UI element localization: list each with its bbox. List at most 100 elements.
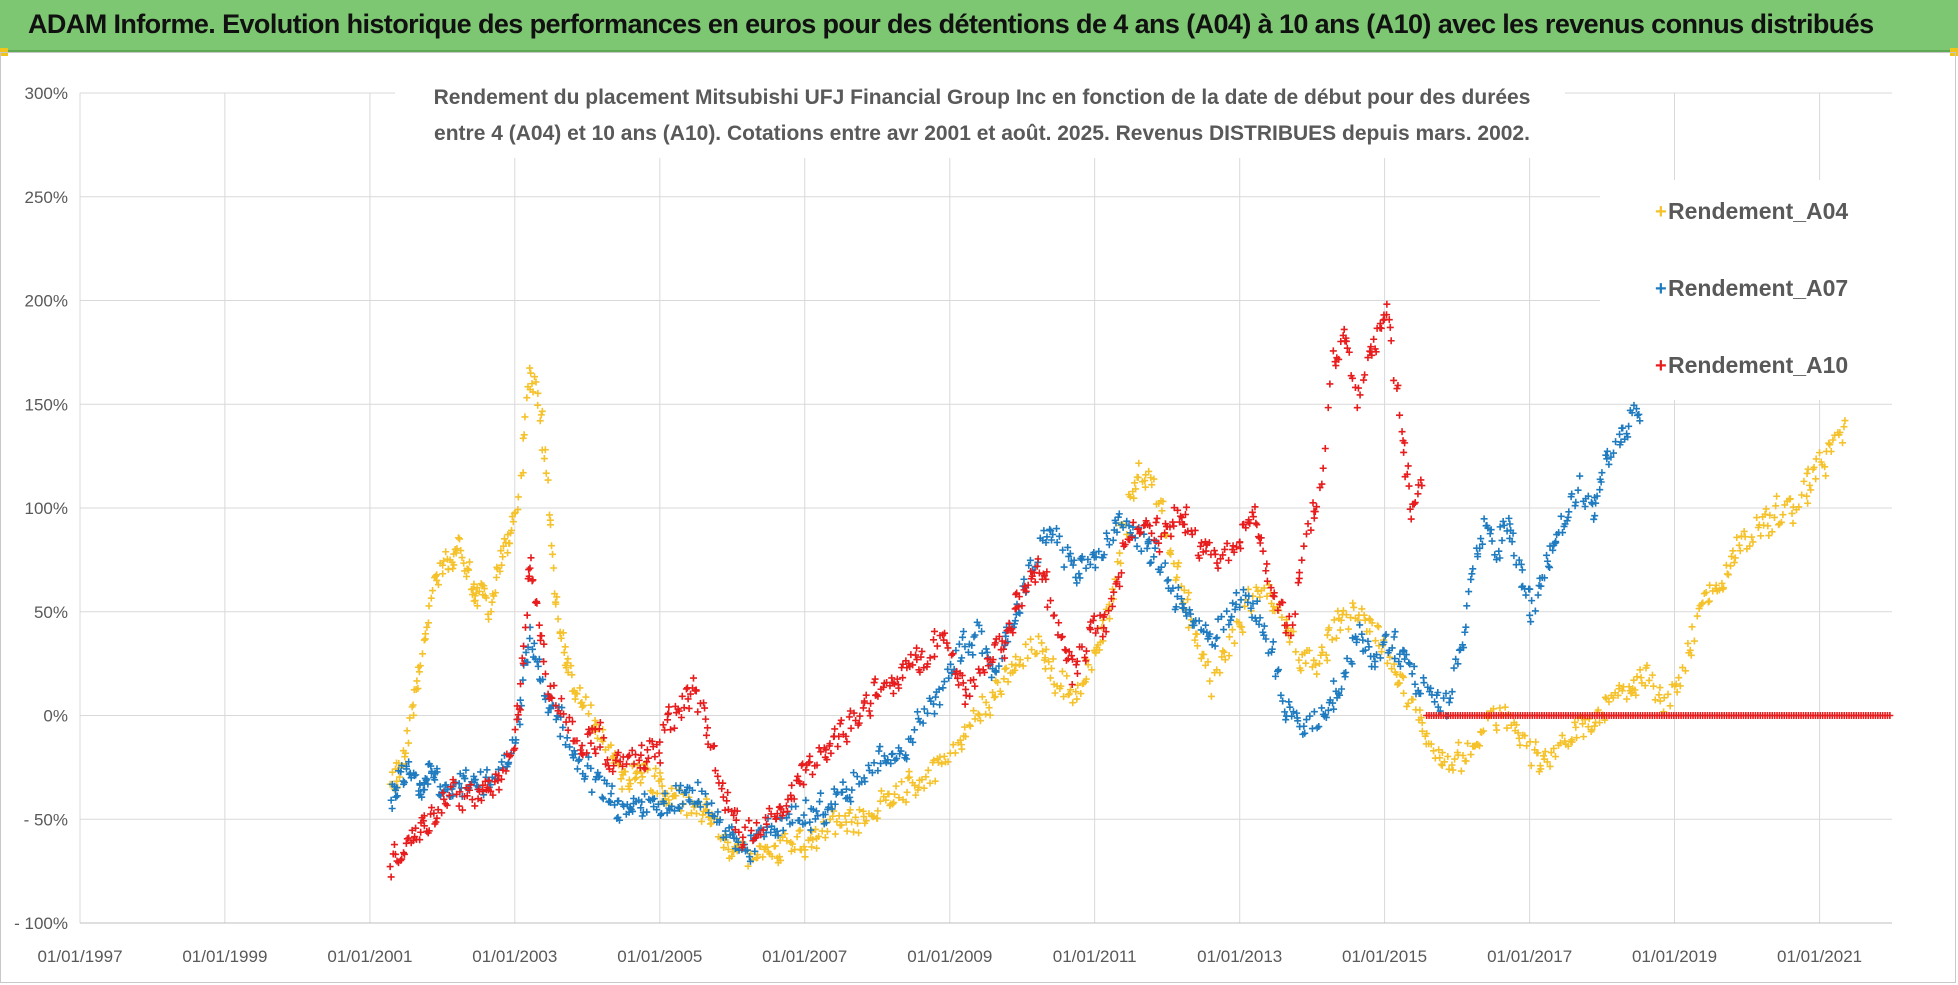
data-point-marker <box>656 769 664 777</box>
data-point-marker <box>1231 639 1239 647</box>
data-point-marker <box>573 690 581 698</box>
data-point-marker <box>1239 628 1247 636</box>
data-point-marker <box>1310 708 1318 716</box>
data-point-marker <box>568 718 576 726</box>
data-point-marker <box>656 738 664 746</box>
data-point-marker <box>838 821 846 829</box>
data-point-marker <box>1584 492 1592 500</box>
data-point-marker <box>1623 430 1631 438</box>
data-point-marker <box>1148 481 1156 489</box>
data-point-marker <box>1505 514 1513 522</box>
data-point-marker <box>1491 551 1499 559</box>
data-point-marker <box>1141 483 1149 491</box>
data-point-marker <box>562 664 570 672</box>
data-point-marker <box>772 815 780 823</box>
data-point-marker <box>1398 428 1406 436</box>
data-point-marker <box>1294 579 1302 587</box>
data-point-marker <box>1464 739 1472 747</box>
data-point-marker <box>1771 513 1779 521</box>
y-tick-label: 100% <box>25 499 68 518</box>
data-point-marker <box>1803 469 1811 477</box>
data-point-marker <box>1070 556 1078 564</box>
data-point-marker <box>867 699 875 707</box>
data-point-marker <box>1055 532 1063 540</box>
data-point-marker <box>1410 662 1418 670</box>
data-point-marker <box>615 797 623 805</box>
data-point-marker <box>532 378 540 386</box>
data-point-marker <box>553 593 561 601</box>
data-point-marker <box>1105 607 1113 615</box>
data-point-marker <box>1400 689 1408 697</box>
data-point-marker <box>1476 742 1484 750</box>
data-point-marker <box>1102 628 1110 636</box>
data-point-marker <box>971 715 979 723</box>
data-point-marker <box>1580 733 1588 741</box>
data-point-marker <box>1325 624 1333 632</box>
data-point-marker <box>1286 703 1294 711</box>
data-point-marker <box>829 812 837 820</box>
data-point-marker <box>730 811 738 819</box>
data-point-marker <box>1321 444 1329 452</box>
data-point-marker <box>795 816 803 824</box>
data-point-marker <box>1812 475 1820 483</box>
data-point-marker <box>1272 672 1279 680</box>
data-point-marker <box>615 816 623 824</box>
data-point-marker <box>988 673 996 681</box>
data-point-marker <box>569 754 577 762</box>
data-point-marker <box>913 656 921 664</box>
data-point-marker <box>1282 716 1290 724</box>
data-point-marker <box>1478 540 1486 548</box>
data-point-marker <box>461 775 469 783</box>
data-point-marker <box>1101 611 1109 619</box>
data-point-marker <box>902 798 910 806</box>
data-point-marker <box>623 760 631 768</box>
data-point-marker <box>1338 685 1346 693</box>
data-point-marker <box>571 750 579 758</box>
data-point-marker <box>743 846 751 854</box>
data-point-marker <box>1417 714 1425 722</box>
data-point-marker <box>959 633 967 641</box>
data-point-marker <box>1558 731 1566 739</box>
data-point-marker <box>934 759 942 767</box>
data-point-marker <box>1291 610 1299 618</box>
data-point-marker <box>1295 569 1303 577</box>
data-point-marker <box>978 627 986 635</box>
data-point-marker <box>1405 659 1413 667</box>
data-point-marker <box>653 806 661 814</box>
data-point-marker <box>1119 523 1127 531</box>
data-point-marker <box>1081 654 1089 662</box>
data-point-marker <box>763 843 771 851</box>
data-point-marker <box>722 833 730 841</box>
data-point-marker <box>667 726 675 734</box>
data-point-marker <box>823 827 831 835</box>
data-point-marker <box>516 696 524 704</box>
data-point-marker <box>1078 643 1086 651</box>
data-point-marker <box>1289 708 1297 716</box>
data-point-marker <box>608 782 616 790</box>
data-point-marker <box>1786 495 1794 503</box>
data-point-marker <box>1135 459 1143 467</box>
data-point-marker <box>879 683 887 691</box>
data-point-marker <box>1528 597 1536 605</box>
data-point-marker <box>540 455 548 463</box>
data-point-marker <box>617 775 625 783</box>
data-point-marker <box>1532 738 1540 746</box>
data-point-marker <box>1523 742 1531 750</box>
data-point-marker <box>674 803 682 811</box>
data-point-marker <box>1618 687 1626 695</box>
data-point-marker <box>429 587 437 595</box>
data-point-marker <box>668 802 676 810</box>
data-point-marker <box>626 780 634 788</box>
data-point-marker <box>1018 602 1026 610</box>
data-point-marker <box>481 777 489 785</box>
data-point-marker <box>838 788 846 796</box>
data-point-marker <box>1623 695 1631 703</box>
data-point-marker <box>696 803 704 811</box>
data-point-marker <box>1228 626 1236 634</box>
data-point-marker <box>1011 666 1019 674</box>
chart-frame <box>0 52 1956 983</box>
data-point-marker <box>1123 517 1131 525</box>
data-point-marker <box>1217 555 1224 563</box>
data-point-marker <box>463 573 471 581</box>
data-point-marker <box>870 759 878 767</box>
